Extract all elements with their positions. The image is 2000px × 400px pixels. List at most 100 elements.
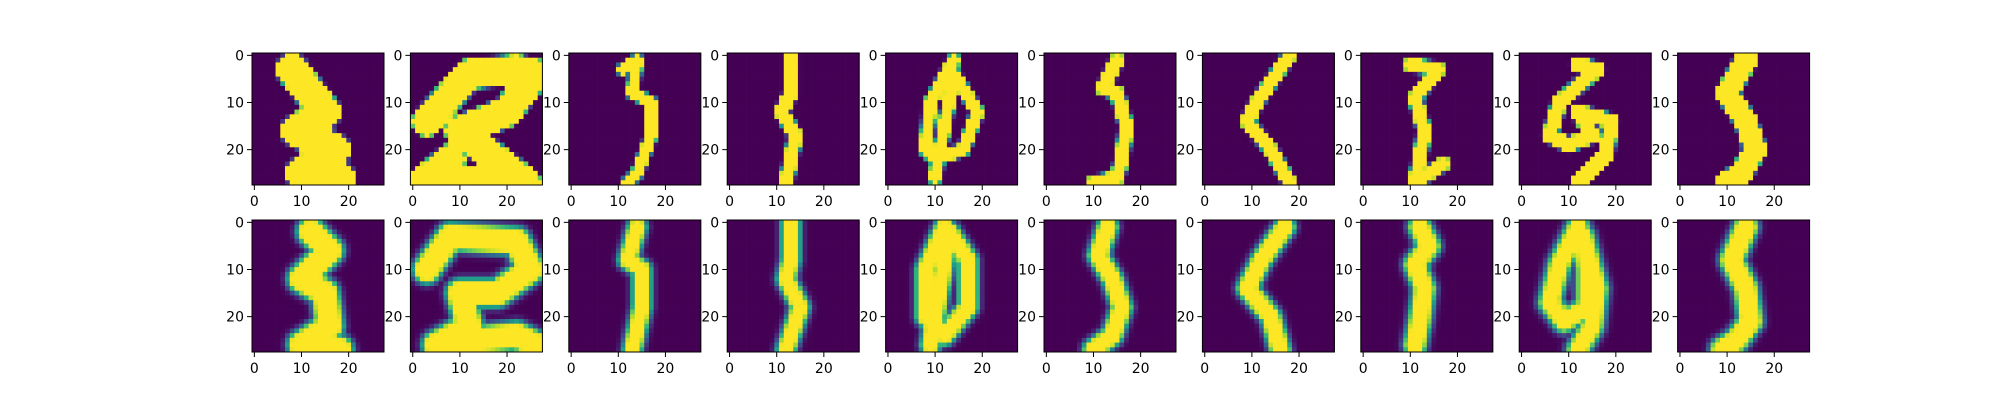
pixel-cell: [895, 100, 901, 106]
pixel-cell: [1157, 67, 1163, 73]
pixel-cell: [369, 156, 375, 162]
pixel-cell: [1003, 180, 1009, 186]
pixel-cell: [918, 137, 924, 143]
pixel-cell: [327, 170, 333, 176]
pixel-cell: [1008, 62, 1014, 68]
pixel-cell: [1147, 95, 1153, 101]
pixel-cell: [308, 86, 314, 92]
pixel-cell: [471, 152, 477, 158]
pixel-cell: [369, 128, 375, 134]
pixel-cell: [369, 76, 375, 82]
pixel-cell: [807, 128, 813, 134]
pixel-cell: [1105, 128, 1111, 134]
pixel-cell: [270, 175, 276, 181]
pixel-cell: [481, 166, 487, 172]
pixel-cell: [615, 62, 621, 68]
pixel-cell: [1124, 81, 1130, 87]
pixel-cell: [485, 62, 491, 68]
pixel-cell: [355, 109, 361, 115]
pixel-cell: [410, 114, 416, 120]
pixel-cell: [495, 62, 501, 68]
pixel-cell: [1008, 81, 1014, 87]
pixel-cell: [691, 81, 697, 87]
pixel-cell: [979, 156, 985, 162]
pixel-cell: [573, 166, 579, 172]
pixel-cell: [601, 161, 607, 167]
pixel-cell: [1171, 104, 1177, 110]
pixel-cell: [369, 175, 375, 181]
pixel-cell: [648, 142, 654, 148]
pixel-cell: [1133, 119, 1139, 125]
pixel-cell: [252, 156, 258, 162]
pixel-cell: [587, 81, 593, 87]
pixel-cell: [266, 152, 272, 158]
pixel-cell: [639, 147, 645, 153]
pixel-cell: [1157, 137, 1163, 143]
pixel-cell: [1306, 53, 1312, 59]
pixel-cell: [918, 86, 924, 92]
pixel-cell: [495, 86, 501, 92]
pixel-cell: [639, 152, 645, 158]
pixel-cell: [313, 57, 319, 63]
pixel-cell: [1235, 76, 1241, 82]
pixel-cell: [415, 123, 421, 129]
pixel-cell: [1133, 128, 1139, 134]
pixel-cell: [592, 128, 598, 134]
pixel-cell: [634, 71, 640, 77]
pixel-cell: [653, 161, 659, 167]
pixel-cell: [821, 90, 827, 96]
pixel-cell: [779, 119, 785, 125]
pixel-cell: [476, 137, 482, 143]
pixel-cell: [1161, 114, 1167, 120]
pixel-cell: [518, 147, 524, 153]
pixel-cell: [601, 62, 607, 68]
pixel-cell: [975, 137, 981, 143]
pixel-cell: [923, 104, 929, 110]
pixel-cell: [1008, 175, 1014, 181]
pixel-cell: [746, 100, 752, 106]
pixel-cell: [1095, 166, 1101, 172]
pixel-cell: [1138, 147, 1144, 153]
pixel-cell: [750, 142, 756, 148]
pixel-cell: [606, 95, 612, 101]
pixel-cell: [327, 57, 333, 63]
pixel-cell: [779, 81, 785, 87]
pixel-cell: [532, 152, 539, 158]
pixel-cell: [532, 109, 539, 115]
pixel-cell: [1044, 123, 1050, 129]
pixel-cell: [573, 175, 579, 181]
pixel-cell: [1171, 100, 1177, 106]
pixel-cell: [937, 104, 943, 110]
pixel-cell: [1100, 100, 1106, 106]
pixel-cell: [346, 114, 352, 120]
pixel-cell: [965, 170, 971, 176]
pixel-cell: [681, 133, 687, 139]
pixel-cell: [1221, 67, 1227, 73]
pixel-cell: [1124, 161, 1130, 167]
pixel-cell: [303, 123, 309, 129]
pixel-cell: [783, 100, 789, 106]
pixel-cell: [256, 109, 262, 115]
pixel-cell: [443, 76, 449, 82]
pixel-cell: [448, 57, 454, 63]
pixel-cell: [849, 147, 855, 153]
pixel-cell: [611, 170, 617, 176]
pixel-cell: [275, 180, 281, 186]
pixel-cell: [1147, 147, 1153, 153]
pixel-cell: [918, 180, 924, 186]
pixel-cell: [369, 71, 375, 77]
pixel-cell: [433, 62, 440, 68]
pixel-cell: [812, 95, 818, 101]
pixel-cell: [774, 156, 780, 162]
pixel-cell: [504, 180, 510, 186]
pixel-cell: [942, 90, 948, 96]
pixel-cell: [845, 123, 851, 129]
pixel-cell: [913, 104, 919, 110]
pixel-cell: [490, 76, 496, 82]
pixel-cell: [379, 147, 385, 153]
pixel-cell: [923, 90, 929, 96]
pixel-cell: [280, 71, 286, 77]
pixel-cell: [532, 133, 539, 139]
pixel-cell: [821, 123, 827, 129]
pixel-cell: [452, 81, 458, 87]
